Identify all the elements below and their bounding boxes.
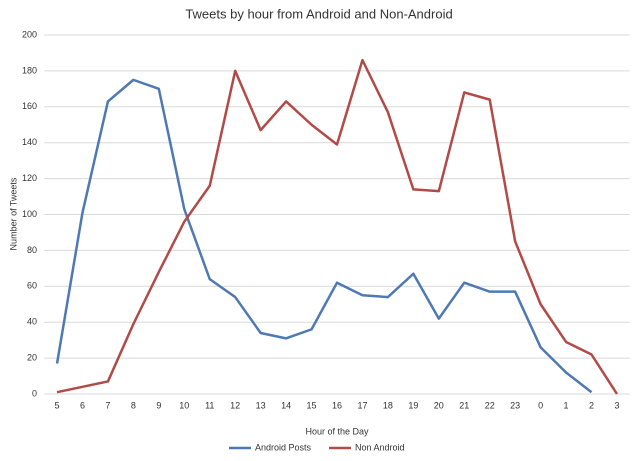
x-tick-label: 6: [80, 400, 85, 410]
y-tick-label: 20: [27, 352, 37, 362]
x-tick-label: 11: [205, 400, 214, 410]
x-tick-label: 9: [156, 400, 161, 410]
y-tick-label: 180: [22, 65, 37, 75]
y-tick-label: 160: [22, 101, 37, 111]
y-tick-label: 40: [27, 317, 37, 327]
x-tick-label: 14: [281, 400, 291, 410]
x-tick-label: 8: [131, 400, 136, 410]
x-tick-label: 15: [307, 400, 317, 410]
x-tick-label: 10: [179, 400, 189, 410]
x-tick-label: 21: [459, 400, 469, 410]
legend-label: Android Posts: [255, 442, 312, 452]
y-tick-label: 80: [27, 245, 37, 255]
x-tick-label: 7: [105, 400, 110, 410]
y-tick-label: 120: [22, 173, 37, 183]
x-tick-label: 18: [383, 400, 393, 410]
x-tick-label: 20: [434, 400, 444, 410]
x-tick-label: 13: [256, 400, 266, 410]
x-axis-label: Hour of the Day: [305, 426, 369, 436]
x-tick-label: 23: [510, 400, 520, 410]
x-tick-label: 5: [55, 400, 60, 410]
y-tick-label: 100: [22, 209, 37, 219]
x-tick-label: 16: [332, 400, 342, 410]
y-tick-label: 60: [27, 281, 37, 291]
y-tick-label: 200: [22, 29, 37, 39]
x-tick-label: 12: [230, 400, 240, 410]
x-tick-label: 3: [614, 400, 619, 410]
x-tick-label: 1: [564, 400, 569, 410]
x-tick-label: 17: [357, 400, 367, 410]
x-tick-label: 2: [589, 400, 594, 410]
y-tick-label: 140: [22, 137, 37, 147]
data-line: [56, 58, 619, 395]
legend-label: Non Android: [355, 442, 405, 452]
x-tick-label: 22: [485, 400, 495, 410]
y-axis-label: Number of Tweets: [8, 177, 18, 250]
y-tick-label: 0: [32, 388, 37, 398]
chart-title: Tweets by hour from Android and Non-Andr…: [185, 6, 452, 21]
data-line: [55, 78, 593, 394]
x-tick-label: 19: [408, 400, 418, 410]
x-tick-label: 0: [538, 400, 543, 410]
